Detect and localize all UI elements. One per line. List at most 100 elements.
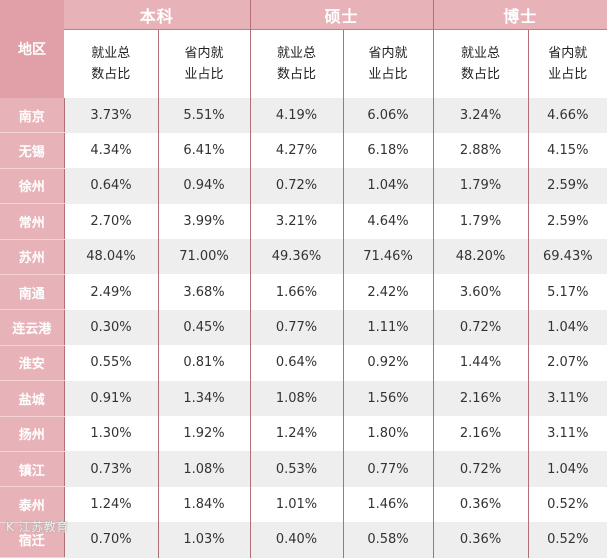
- value-cell: 4.19%: [249, 98, 344, 133]
- region-cell: 盐城: [0, 380, 64, 417]
- value-cell: 0.40%: [249, 522, 344, 558]
- subheader-total: 就业总 数占比: [249, 29, 344, 98]
- value-cell: 1.24%: [249, 416, 344, 452]
- group-header-bachelor: 本科: [64, 0, 251, 30]
- table-row: 徐州 0.64% 0.94% 0.72% 1.04% 1.79% 2.59%: [0, 168, 607, 205]
- value-cell: 2.49%: [63, 274, 158, 310]
- region-cell: 无锡: [0, 132, 64, 169]
- value-cell: 2.59%: [527, 203, 607, 240]
- value-cell: 1.80%: [342, 416, 434, 452]
- value-cell: 0.94%: [157, 168, 251, 204]
- subheader-in-province: 省内就 业占比: [157, 29, 251, 98]
- table-row: 常州 2.70% 3.99% 3.21% 4.64% 1.79% 2.59%: [0, 203, 607, 240]
- region-cell: 连云港: [0, 309, 64, 346]
- value-cell: 1.44%: [432, 345, 529, 381]
- value-cell: 2.16%: [432, 416, 529, 452]
- value-cell: 0.55%: [63, 345, 158, 381]
- value-cell: 1.03%: [157, 522, 251, 558]
- region-cell: 苏州: [0, 239, 64, 275]
- value-cell: 0.58%: [342, 522, 434, 558]
- value-cell: 1.08%: [249, 380, 344, 417]
- value-cell: 2.16%: [432, 380, 529, 417]
- value-cell: 2.88%: [432, 132, 529, 169]
- value-cell: 0.91%: [63, 380, 158, 417]
- value-cell: 1.04%: [342, 168, 434, 204]
- value-cell: 0.53%: [249, 451, 344, 487]
- table-body: 南京 3.73% 5.51% 4.19% 6.06% 3.24% 4.66% 无锡 4.34% 6…: [0, 98, 607, 558]
- table-row: 镇江 0.73% 1.08% 0.53% 0.77% 0.72% 1.04%: [0, 451, 607, 488]
- value-cell: 0.73%: [63, 451, 158, 487]
- value-cell: 0.52%: [527, 522, 607, 558]
- table-row: 南通 2.49% 3.68% 1.66% 2.42% 3.60% 5.17%: [0, 274, 607, 311]
- subheader-in-province: 省内就 业占比: [342, 29, 434, 98]
- value-cell: 0.92%: [342, 345, 434, 381]
- header-group-row: 地区 本科 硕士 博士: [0, 0, 607, 98]
- value-cell: 3.11%: [527, 380, 607, 417]
- value-cell: 1.11%: [342, 309, 434, 346]
- value-cell: 1.34%: [157, 380, 251, 417]
- value-cell: 0.52%: [527, 486, 607, 523]
- table-row: 泰州 1.24% 1.84% 1.01% 1.46% 0.36% 0.52%: [0, 486, 607, 523]
- value-cell: 1.30%: [63, 416, 158, 452]
- region-cell: 淮安: [0, 345, 64, 382]
- group-header-doctor: 博士: [432, 0, 607, 30]
- table-row: 苏州 48.04% 71.00% 49.36% 71.46% 48.20% 69.43%: [0, 239, 607, 275]
- value-cell: 1.08%: [157, 451, 251, 487]
- value-cell: 48.04%: [63, 239, 158, 275]
- region-cell: 常州: [0, 203, 64, 240]
- table-row: 南京 3.73% 5.51% 4.19% 6.06% 3.24% 4.66%: [0, 98, 607, 134]
- region-cell: 徐州: [0, 168, 64, 205]
- group-header-master: 硕士: [249, 0, 434, 30]
- region-cell: 镇江: [0, 451, 64, 488]
- value-cell: 2.07%: [527, 345, 607, 381]
- value-cell: 3.11%: [527, 416, 607, 452]
- value-cell: 1.04%: [527, 451, 607, 487]
- value-cell: 1.56%: [342, 380, 434, 417]
- value-cell: 3.21%: [249, 203, 344, 240]
- value-cell: 1.01%: [249, 486, 344, 523]
- value-cell: 5.51%: [157, 98, 251, 133]
- value-cell: 2.42%: [342, 274, 434, 310]
- value-cell: 4.15%: [527, 132, 607, 169]
- value-cell: 0.36%: [432, 522, 529, 558]
- region-cell: 南通: [0, 274, 64, 311]
- value-cell: 4.27%: [249, 132, 344, 169]
- subheader-total: 就业总 数占比: [432, 29, 529, 98]
- region-cell: 扬州: [0, 416, 64, 452]
- value-cell: 3.68%: [157, 274, 251, 310]
- table-row: 宿迁 0.70% 1.03% 0.40% 0.58% 0.36% 0.52%: [0, 522, 607, 558]
- value-cell: 2.59%: [527, 168, 607, 204]
- value-cell: 71.46%: [342, 239, 434, 275]
- region-header: 地区: [0, 0, 64, 98]
- value-cell: 1.66%: [249, 274, 344, 310]
- value-cell: 0.77%: [342, 451, 434, 487]
- value-cell: 0.45%: [157, 309, 251, 346]
- table-row: 盐城 0.91% 1.34% 1.08% 1.56% 2.16% 3.11%: [0, 380, 607, 417]
- value-cell: 0.72%: [432, 451, 529, 487]
- value-cell: 0.36%: [432, 486, 529, 523]
- value-cell: 6.18%: [342, 132, 434, 169]
- value-cell: 2.70%: [63, 203, 158, 240]
- subheader-in-province: 省内就 业占比: [527, 29, 607, 98]
- value-cell: 3.24%: [432, 98, 529, 133]
- value-cell: 6.06%: [342, 98, 434, 133]
- value-cell: 1.04%: [527, 309, 607, 346]
- value-cell: 1.79%: [432, 203, 529, 240]
- value-cell: 3.60%: [432, 274, 529, 310]
- value-cell: 3.73%: [63, 98, 158, 133]
- value-cell: 0.72%: [249, 168, 344, 204]
- value-cell: 0.64%: [249, 345, 344, 381]
- value-cell: 1.84%: [157, 486, 251, 523]
- header-subcolumn-row: 就业总 数占比 省内就 业占比 就业总 数占比 省内就 业占比 就业总 数占比 省内就 业占…: [0, 29, 607, 98]
- table-row: 无锡 4.34% 6.41% 4.27% 6.18% 2.88% 4.15%: [0, 132, 607, 169]
- region-cell: 南京: [0, 98, 64, 134]
- table-row: 淮安 0.55% 0.81% 0.64% 0.92% 1.44% 2.07%: [0, 345, 607, 382]
- value-cell: 0.30%: [63, 309, 158, 346]
- value-cell: 1.46%: [342, 486, 434, 523]
- value-cell: 4.66%: [527, 98, 607, 133]
- value-cell: 71.00%: [157, 239, 251, 275]
- table-row: 连云港 0.30% 0.45% 0.77% 1.11% 0.72% 1.04%: [0, 309, 607, 346]
- value-cell: 4.34%: [63, 132, 158, 169]
- subheader-total: 就业总 数占比: [64, 29, 158, 98]
